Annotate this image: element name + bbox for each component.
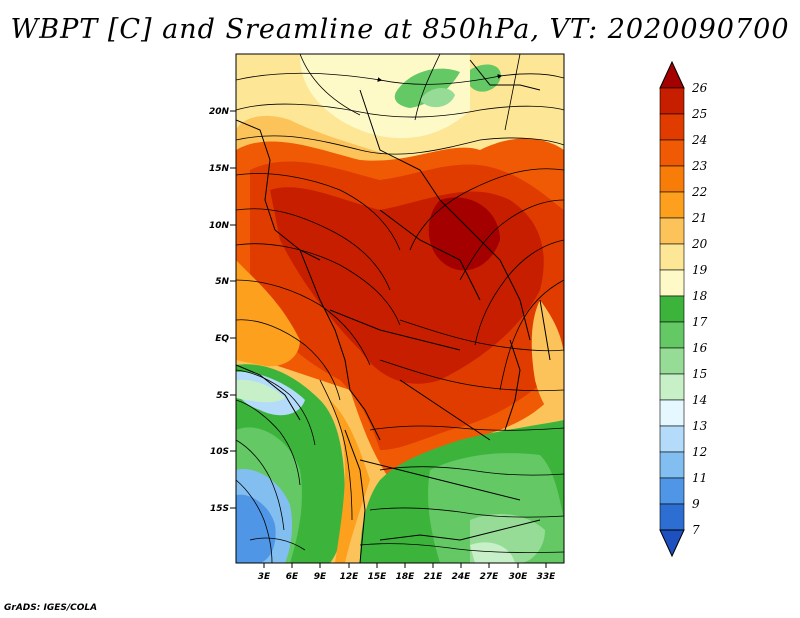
colorbar-swatch bbox=[659, 425, 685, 453]
lon-label: 15E bbox=[368, 572, 388, 582]
country-borders bbox=[236, 59, 551, 563]
longitude-axis: 3E 6E 9E 12E 15E 18E 21E 24E 27E 30E 33E bbox=[258, 563, 556, 582]
colorbar-label: 17 bbox=[692, 315, 708, 329]
lon-label: 9E bbox=[314, 572, 327, 582]
colorbar-swatch bbox=[659, 191, 685, 219]
colorbar-swatch bbox=[659, 503, 685, 531]
colorbar-swatch bbox=[659, 165, 685, 193]
colorbar-swatch bbox=[659, 451, 685, 479]
colorbar-label: 25 bbox=[691, 107, 707, 121]
colorbar-label: 15 bbox=[692, 367, 707, 381]
lon-label: 18E bbox=[396, 572, 416, 582]
colorbar-label: 23 bbox=[691, 159, 708, 173]
lat-label: 10S bbox=[210, 447, 229, 457]
lon-label: 21E bbox=[424, 572, 444, 582]
colorbar-label: 9 bbox=[692, 497, 700, 511]
colorbar-label: 18 bbox=[692, 289, 708, 303]
colorbar-bottom-arrow bbox=[659, 529, 685, 558]
colorbar-label: 7 bbox=[692, 523, 700, 537]
colorbar-label: 26 bbox=[691, 81, 708, 95]
streamlines bbox=[236, 54, 564, 563]
lat-label: EQ bbox=[215, 334, 229, 344]
lon-label: 24E bbox=[452, 572, 472, 582]
colorbar-swatch bbox=[659, 477, 685, 505]
latitude-axis: 20N 15N 10N 5N EQ 5S 10S 15S bbox=[209, 107, 236, 514]
colorbar-label: 20 bbox=[691, 237, 708, 251]
colorbar-label: 14 bbox=[692, 393, 707, 407]
colorbar-swatch bbox=[659, 373, 685, 401]
colorbar-label: 13 bbox=[692, 419, 708, 433]
colorbar-label: 22 bbox=[691, 185, 707, 199]
colorbar-label: 24 bbox=[691, 133, 707, 147]
colorbar: 26 25 24 23 22 21 20 19 18 17 16 15 14 13 12 11 9 7 bbox=[659, 60, 708, 558]
colorbar-swatch bbox=[659, 399, 685, 427]
lat-label: 10N bbox=[209, 221, 230, 231]
colorbar-label: 19 bbox=[692, 263, 708, 277]
colorbar-swatch bbox=[659, 269, 685, 297]
colorbar-top-arrow bbox=[659, 60, 685, 89]
chart-title: WBPT [C] and Sreamline at 850hPa, VT: 20… bbox=[10, 14, 790, 45]
credit-text: GrADS: IGES/COLA bbox=[4, 603, 98, 613]
colorbar-label: 16 bbox=[692, 341, 708, 355]
lat-label: 5S bbox=[216, 391, 229, 401]
lon-label: 30E bbox=[509, 572, 529, 582]
colorbar-swatch bbox=[659, 139, 685, 167]
lat-label: 15S bbox=[210, 504, 229, 514]
lat-label: 15N bbox=[209, 164, 230, 174]
colorbar-label: 12 bbox=[692, 445, 707, 459]
colorbar-swatch bbox=[659, 217, 685, 245]
colorbar-swatch bbox=[659, 87, 685, 115]
lon-label: 33E bbox=[537, 572, 557, 582]
colorbar-swatch bbox=[659, 243, 685, 271]
lon-label: 27E bbox=[480, 572, 500, 582]
lon-label: 3E bbox=[258, 572, 271, 582]
lat-label: 5N bbox=[215, 277, 229, 287]
wbpt-field bbox=[236, 54, 564, 563]
colorbar-label: 11 bbox=[692, 471, 707, 485]
lon-label: 12E bbox=[340, 572, 360, 582]
lon-label: 6E bbox=[286, 572, 299, 582]
colorbar-swatch bbox=[659, 321, 685, 349]
map-frame bbox=[235, 53, 565, 564]
colorbar-swatch bbox=[659, 347, 685, 375]
colorbar-label: 21 bbox=[691, 211, 707, 225]
colorbar-swatch bbox=[659, 113, 685, 141]
lat-label: 20N bbox=[209, 107, 230, 117]
colorbar-swatch bbox=[659, 295, 685, 323]
